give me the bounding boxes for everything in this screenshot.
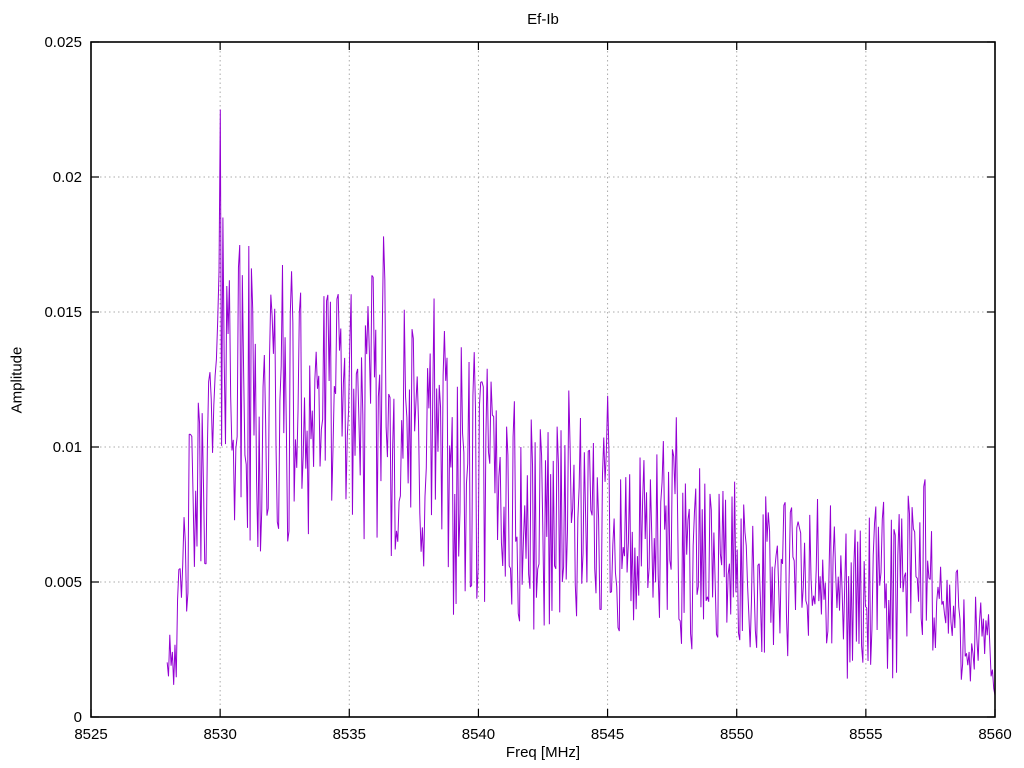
signal-trace bbox=[166, 109, 996, 696]
x-axis-title: Freq [MHz] bbox=[505, 744, 581, 761]
x-tick-label: 8535 bbox=[333, 726, 366, 743]
x-tick-label: 8540 bbox=[462, 726, 495, 743]
x-tick-label: 8525 bbox=[74, 726, 107, 743]
chart-title: Ef-Ib bbox=[527, 11, 559, 28]
y-tick-label: 0 bbox=[74, 709, 82, 726]
x-tick-label: 8545 bbox=[591, 726, 624, 743]
axis-ticks bbox=[90, 41, 996, 718]
x-tick-label: 8550 bbox=[720, 726, 753, 743]
x-tick-label: 8530 bbox=[203, 726, 236, 743]
y-tick-label: 0.01 bbox=[53, 439, 82, 456]
y-tick-label: 0.005 bbox=[44, 574, 82, 591]
y-tick-labels: 0 0.005 0.01 0.015 0.02 0.025 bbox=[44, 34, 82, 726]
x-tick-label: 8560 bbox=[978, 726, 1011, 743]
plot-border bbox=[90, 41, 996, 718]
border-rect bbox=[90, 41, 996, 718]
data-series bbox=[166, 109, 996, 696]
y-tick-label: 0.025 bbox=[44, 34, 82, 51]
x-tick-label: 8555 bbox=[849, 726, 882, 743]
x-tick-labels: 8525 8530 8535 8540 8545 8550 8555 8560 bbox=[74, 726, 1011, 743]
gridlines bbox=[91, 42, 995, 717]
y-tick-label: 0.015 bbox=[44, 304, 82, 321]
y-tick-label: 0.02 bbox=[53, 169, 82, 186]
